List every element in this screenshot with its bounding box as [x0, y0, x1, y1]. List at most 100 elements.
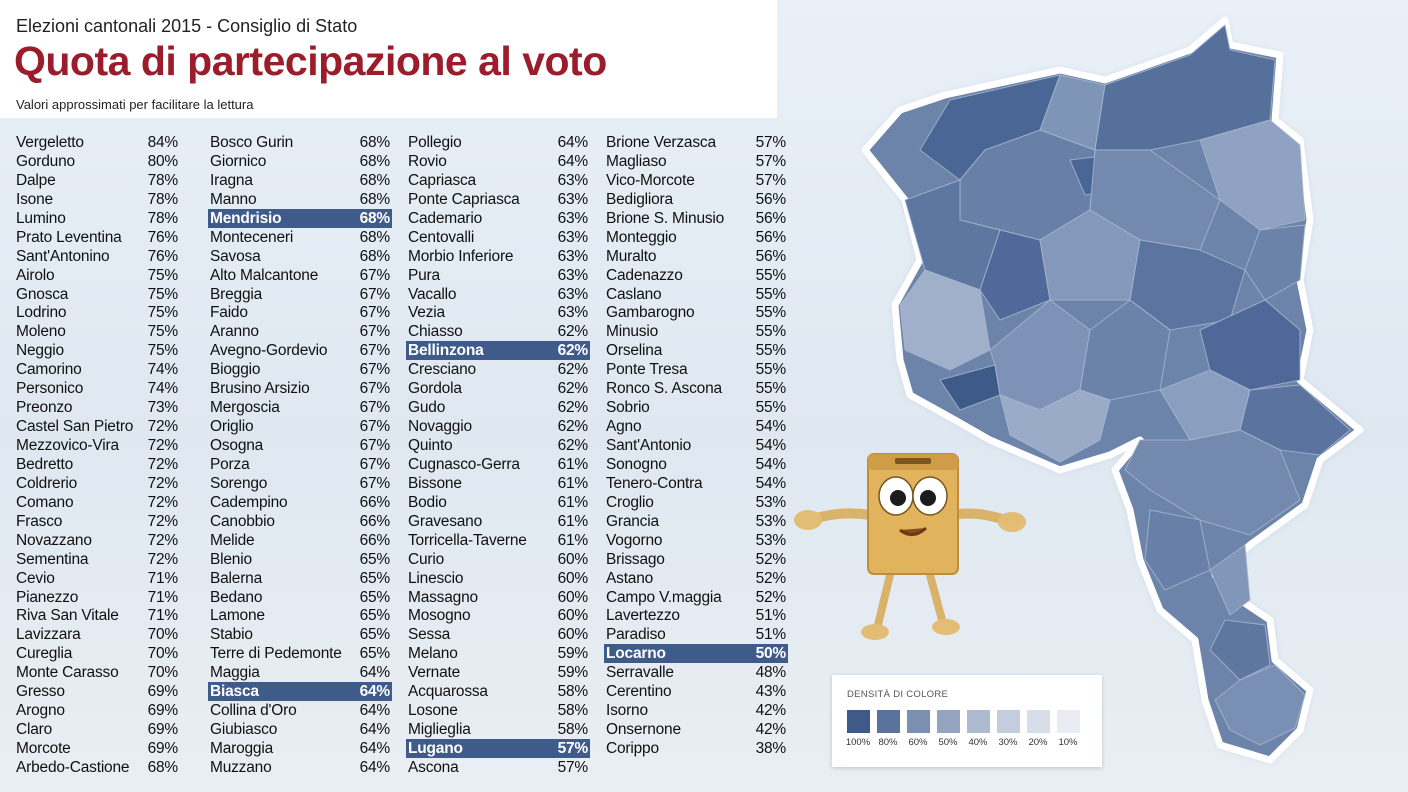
participation-percent: 67%	[359, 455, 391, 473]
list-item: Lavertezzo 51%	[604, 606, 788, 625]
municipality-name: Mergoscia	[210, 399, 280, 417]
list-item: Iragna 68%	[208, 171, 392, 190]
list-item: Sementina 72%	[14, 550, 180, 569]
participation-percent: 58%	[557, 721, 589, 739]
municipality-name: Gravesano	[408, 512, 483, 530]
list-item: Isorno 42%	[604, 701, 788, 720]
participation-percent: 72%	[147, 531, 179, 549]
list-item: Monte Carasso 70%	[14, 663, 180, 682]
municipality-name: Sorengo	[210, 474, 268, 492]
municipality-name: Vergeletto	[16, 134, 84, 151]
list-item: Brusino Arsizio 67%	[208, 379, 392, 398]
list-item: Rovio 64%	[406, 152, 590, 171]
municipality-name: Miglieglia	[408, 721, 471, 739]
municipality-name: Porza	[210, 455, 250, 473]
participation-percent: 67%	[359, 380, 391, 398]
list-item: Dalpe 78%	[14, 171, 180, 190]
participation-percent: 75%	[147, 304, 179, 322]
header-panel: Elezioni cantonali 2015 - Consiglio di S…	[0, 0, 777, 118]
participation-percent: 65%	[359, 645, 391, 663]
participation-percent: 62%	[557, 437, 589, 454]
municipality-name: Paradiso	[606, 626, 666, 644]
participation-percent: 55%	[755, 342, 787, 360]
participation-percent: 68%	[359, 228, 391, 246]
municipality-name: Melano	[408, 645, 458, 663]
participation-percent: 68%	[147, 758, 179, 776]
participation-percent: 51%	[755, 626, 787, 644]
highlighted-row: Mendrisio 68%	[208, 208, 392, 228]
participation-percent: 59%	[557, 664, 589, 682]
municipality-name: Pura	[408, 266, 440, 284]
list-item: Faido 67%	[208, 303, 392, 322]
legend-swatch	[997, 710, 1020, 733]
participation-percent: 67%	[359, 342, 391, 360]
list-item: Grancia 53%	[604, 512, 788, 531]
list-item: Orselina 55%	[604, 341, 788, 360]
participation-percent: 57%	[755, 134, 787, 151]
participation-percent: 58%	[557, 702, 589, 720]
participation-percent: 72%	[147, 512, 179, 530]
header-note: Valori approssimati per facilitare la le…	[16, 97, 254, 112]
participation-percent: 56%	[755, 247, 787, 265]
municipality-name: Moleno	[16, 323, 66, 341]
legend-swatch-label: 40%	[968, 737, 988, 748]
municipality-name: Sonogno	[606, 455, 667, 473]
municipality-name: Vogorno	[606, 531, 663, 549]
participation-percent: 63%	[557, 247, 589, 265]
list-item: Gravesano 61%	[406, 512, 590, 531]
list-item: Osogna 67%	[208, 436, 392, 455]
participation-percent: 75%	[147, 285, 179, 303]
municipality-name: Orselina	[606, 342, 663, 360]
participation-percent: 71%	[147, 588, 179, 606]
municipality-name: Bedano	[210, 588, 263, 606]
participation-percent: 63%	[557, 190, 589, 208]
list-item: Muralto 56%	[604, 247, 788, 266]
municipality-name: Brione S. Minusio	[606, 209, 725, 227]
list-item: Ponte Tresa 55%	[604, 360, 788, 379]
municipality-name: Osogna	[210, 437, 264, 454]
color-density-legend: DENSITÀ DI COLORE 100% 80% 60% 50% 40% 30% 20%…	[832, 675, 1102, 767]
municipality-name: Breggia	[210, 285, 263, 303]
list-item: Camorino 74%	[14, 360, 180, 379]
municipality-name: Vacallo	[408, 285, 457, 303]
municipality-name: Tenero-Contra	[606, 474, 703, 492]
participation-percent: 61%	[557, 512, 589, 530]
list-item: Personico 74%	[14, 379, 180, 398]
list-item: Bosco Gurin 68%	[208, 133, 392, 152]
participation-percent: 63%	[557, 304, 589, 322]
list-item: Vacallo 63%	[406, 285, 590, 304]
participation-percent: 68%	[359, 209, 391, 227]
list-item: Canobbio 66%	[208, 512, 392, 531]
municipality-name: Giornico	[210, 152, 267, 170]
list-item: Gorduno 80%	[14, 152, 180, 171]
list-item: Monteggio 56%	[604, 228, 788, 247]
participation-percent: 64%	[557, 152, 589, 170]
legend-swatch	[967, 710, 990, 733]
participation-percent: 68%	[359, 247, 391, 265]
participation-percent: 54%	[755, 418, 787, 436]
municipality-name: Canobbio	[210, 512, 275, 530]
list-item: Curio 60%	[406, 550, 590, 569]
municipality-name: Muralto	[606, 247, 657, 265]
list-item: Prato Leventina 76%	[14, 228, 180, 247]
list-item: Bedretto 72%	[14, 455, 180, 474]
municipality-name: Gordola	[408, 380, 462, 398]
list-item: Sessa 60%	[406, 625, 590, 644]
list-item: Arogno 69%	[14, 701, 180, 720]
municipality-name: Mendrisio	[210, 209, 282, 227]
participation-percent: 67%	[359, 323, 391, 341]
municipality-name: Grancia	[606, 512, 659, 530]
participation-percent: 63%	[557, 171, 589, 189]
list-item: Melide 66%	[208, 531, 392, 550]
list-item: Maggia 64%	[208, 663, 392, 682]
list-item: Arbedo-Castione 68%	[14, 758, 180, 777]
municipality-name: Bellinzona	[408, 342, 484, 360]
municipality-name: Lodrino	[16, 304, 67, 322]
list-item: Balerna 65%	[208, 569, 392, 588]
participation-percent: 70%	[147, 626, 179, 644]
page-title: Quota di partecipazione al voto	[14, 38, 607, 84]
municipality-name: Camorino	[16, 361, 82, 379]
list-item: Monteceneri 68%	[208, 228, 392, 247]
participation-percent: 62%	[557, 399, 589, 417]
municipality-name: Brissago	[606, 550, 665, 568]
